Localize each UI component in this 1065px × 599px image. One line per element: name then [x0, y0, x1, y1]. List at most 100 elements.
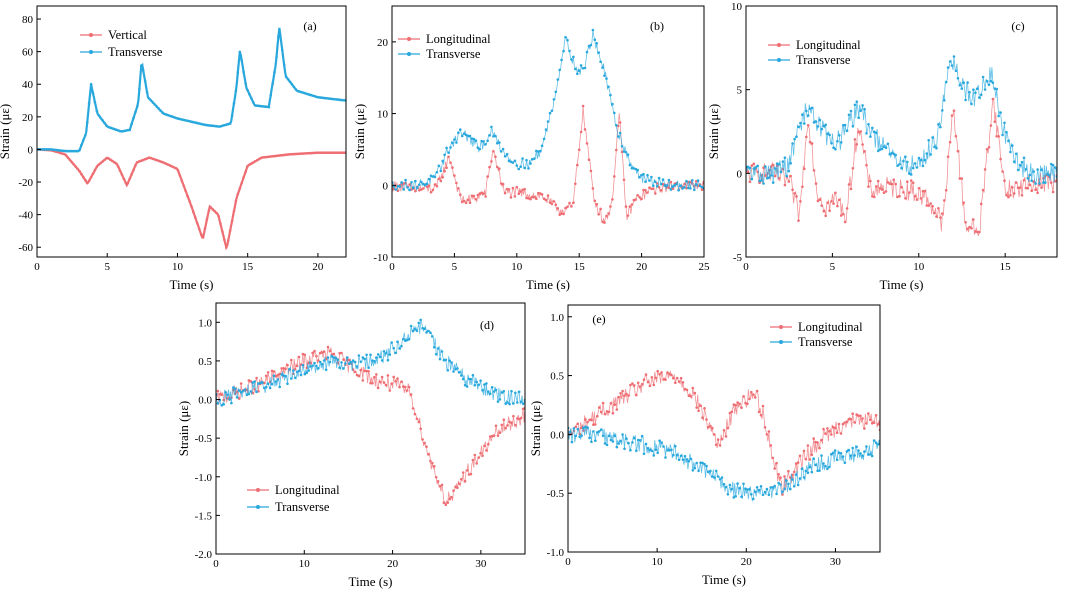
data-point: [646, 173, 649, 177]
data-point: [837, 451, 841, 455]
data-point: [634, 198, 638, 201]
data-point: [666, 449, 669, 452]
data-point: [1047, 174, 1051, 177]
data-point: [944, 80, 948, 84]
legend-marker: [779, 325, 783, 329]
data-point: [750, 390, 753, 394]
data-point: [574, 182, 577, 186]
data-point: [334, 356, 338, 360]
data-point: [833, 426, 837, 430]
data-point: [558, 68, 561, 72]
data-point: [564, 36, 567, 39]
data-point: [222, 403, 225, 406]
y-tick-label: 20: [377, 37, 389, 49]
data-point: [56, 151, 60, 154]
data-point: [103, 121, 106, 125]
data-point: [812, 121, 816, 124]
data-point: [105, 156, 108, 160]
data-point: [673, 184, 677, 187]
data-point: [1028, 173, 1032, 177]
data-point: [1016, 186, 1020, 189]
data-point: [919, 158, 923, 162]
data-point: [303, 353, 307, 357]
data-point: [849, 454, 853, 457]
data-point: [429, 190, 433, 194]
data-point: [447, 151, 450, 154]
data-point: [830, 142, 833, 145]
data-point: [626, 214, 630, 217]
data-point: [596, 414, 599, 418]
data-point: [874, 131, 878, 135]
data-point: [734, 495, 737, 498]
data-point: [271, 82, 274, 85]
data-point: [264, 374, 268, 378]
x-tick-label: 0: [565, 556, 571, 568]
data-point: [136, 160, 139, 164]
data-point: [340, 361, 343, 364]
legend-marker: [407, 52, 411, 56]
data-point: [906, 160, 909, 164]
data-point: [999, 111, 1002, 114]
data-point: [455, 141, 458, 144]
data-point: [976, 87, 979, 90]
data-point: [128, 177, 131, 181]
data-point: [913, 162, 917, 165]
data-point: [504, 402, 508, 406]
data-point: [657, 176, 661, 180]
data-point: [642, 452, 646, 456]
data-point: [564, 206, 567, 210]
data-point: [421, 326, 424, 330]
data-point: [413, 328, 417, 331]
y-axis-title: Strain (με): [706, 104, 721, 159]
data-point: [284, 367, 287, 371]
data-point: [418, 183, 421, 186]
data-point: [82, 175, 85, 179]
data-point: [699, 461, 702, 465]
y-tick-label: -60: [18, 242, 33, 254]
data-point: [513, 159, 517, 163]
data-point: [552, 200, 556, 203]
data-point: [849, 417, 853, 421]
data-point: [921, 189, 925, 193]
y-tick-label: -5: [733, 252, 743, 264]
data-point: [904, 197, 907, 200]
data-point: [351, 359, 355, 362]
data-point: [644, 442, 648, 446]
legend-label: Longitudinal: [426, 32, 491, 46]
data-point: [654, 376, 658, 380]
data-point: [661, 182, 665, 186]
data-point: [750, 164, 754, 167]
data-point: [501, 147, 505, 151]
data-point: [423, 441, 426, 445]
data-point: [841, 212, 845, 216]
data-point: [449, 146, 452, 149]
data-point: [423, 183, 427, 187]
data-point: [205, 218, 209, 221]
data-point: [331, 97, 334, 101]
data-point: [880, 147, 884, 151]
data-point: [500, 391, 504, 394]
data-point: [502, 418, 506, 422]
data-point: [898, 195, 901, 198]
data-point: [501, 182, 505, 186]
data-point: [405, 389, 409, 392]
data-point: [78, 148, 81, 152]
data-point: [599, 428, 603, 432]
data-point: [265, 155, 269, 159]
data-point: [892, 152, 895, 156]
data-point: [1032, 170, 1035, 173]
data-point: [322, 350, 326, 353]
data-point: [408, 183, 411, 186]
data-point: [496, 141, 499, 145]
data-point: [107, 157, 110, 160]
x-tick-label: 15: [242, 261, 254, 273]
data-point: [237, 389, 241, 392]
data-point: [677, 380, 681, 383]
data-point: [249, 390, 253, 393]
data-point: [147, 97, 151, 100]
data-point: [748, 397, 751, 401]
data-point: [687, 186, 690, 190]
data-point: [309, 93, 313, 97]
data-point: [496, 434, 500, 437]
